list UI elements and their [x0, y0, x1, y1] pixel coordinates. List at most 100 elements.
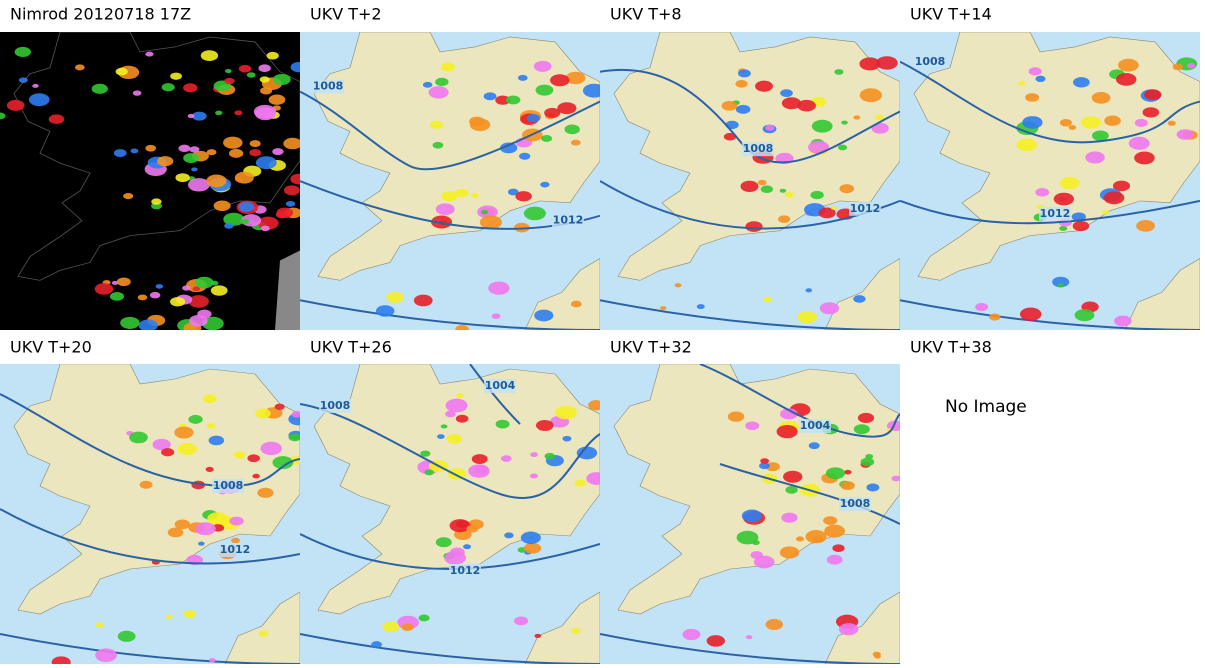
precip-cell: [224, 222, 234, 229]
isobar-label: 1012: [553, 214, 584, 227]
map-panel: UKV T+2 1008 1012: [300, 5, 600, 331]
precip-cell: [844, 469, 852, 475]
precip-cell: [853, 295, 866, 303]
isobar: [300, 403, 600, 499]
precip-cell: [266, 51, 279, 60]
precip-cell: [288, 433, 300, 442]
precip-cell: [781, 512, 798, 523]
precip-cell: [202, 394, 217, 404]
precip-cell: [249, 140, 261, 148]
map-image: 1008 1012: [300, 32, 600, 331]
radar-background: [0, 32, 300, 330]
precip-cell: [745, 635, 753, 640]
precip-cell: [797, 99, 816, 112]
precip-cell: [975, 302, 989, 311]
precip-cell: [491, 313, 501, 319]
precip-cell: [137, 294, 148, 301]
precip-cell: [706, 635, 725, 647]
precip-cell: [198, 541, 205, 546]
precip-cell: [206, 423, 216, 429]
precip-cell: [238, 64, 252, 73]
precip-cell: [115, 67, 128, 76]
panel-title: UKV T+2: [310, 5, 382, 24]
precip-cell: [1022, 116, 1043, 129]
precip-cell: [523, 542, 542, 554]
isobar-label-bg: [312, 79, 344, 94]
land: [13, 364, 300, 615]
precip-cell: [696, 304, 705, 310]
precip-cell: [446, 433, 463, 444]
isobar-label-bg: [914, 54, 946, 69]
precip-cell: [431, 215, 453, 229]
no-image-message: No Image: [945, 397, 1027, 417]
precip-cell: [723, 132, 737, 141]
precip-cell: [570, 139, 581, 146]
precip-cell: [151, 198, 162, 205]
isobar-label-bg: [319, 399, 351, 413]
precip-cell: [588, 400, 600, 411]
precip-cell: [371, 641, 382, 648]
precip-cell: [866, 483, 880, 492]
precip-cell: [1112, 180, 1131, 192]
precip-cell: [273, 73, 291, 85]
precip-cell: [145, 144, 157, 152]
isobar-label: 1012: [1040, 207, 1071, 220]
precip-cell: [139, 480, 153, 489]
map-panel: UKV T+14 1008 1012: [900, 5, 1200, 331]
precip-cell: [466, 525, 479, 533]
precip-cell: [853, 115, 861, 120]
precip-cell: [155, 284, 164, 289]
precip-cell: [28, 93, 50, 107]
precip-cell: [780, 89, 793, 98]
isobar: [300, 633, 600, 664]
precip-cell: [189, 146, 200, 153]
precip-cell: [1085, 151, 1105, 164]
precip-cell: [811, 119, 833, 133]
isobar-label-bg: [552, 213, 584, 228]
map-panel: UKV T+32 1004 1008: [600, 338, 900, 664]
precip-cell: [495, 419, 510, 429]
precip-cell: [187, 113, 195, 119]
precip-cell: [255, 408, 271, 419]
isobar-label: 1008: [313, 80, 344, 93]
precip-cell: [291, 410, 300, 418]
precip-cell: [495, 95, 511, 105]
isobar-label: 1012: [850, 202, 881, 215]
precip-cell: [1134, 151, 1155, 165]
precip-cell: [177, 442, 198, 455]
precip-cell: [189, 314, 208, 327]
precip-cell: [570, 300, 582, 308]
precip-cell: [1167, 120, 1176, 126]
precip-cell: [810, 190, 824, 200]
precip-cell: [859, 57, 881, 71]
precip-cell: [194, 522, 216, 536]
precip-cell: [826, 554, 843, 565]
precip-cell: [555, 405, 577, 420]
precip-cell: [797, 311, 818, 324]
isobar: [900, 199, 1200, 225]
precip-cell: [75, 64, 85, 71]
land: [1124, 258, 1200, 331]
land: [313, 364, 600, 615]
precip-cell: [375, 305, 395, 317]
precip-cell: [757, 179, 767, 186]
precip-cell: [727, 411, 745, 422]
precip-cell: [437, 434, 445, 439]
isobar-label-bg: [484, 379, 516, 393]
precip-cell: [564, 124, 580, 135]
panel-title: Nimrod 20120718 17Z: [10, 5, 191, 24]
precip-cell: [857, 412, 875, 423]
precip-cell: [200, 50, 219, 61]
precip-cell: [989, 313, 1001, 321]
precip-cell: [1074, 308, 1095, 322]
precip-cell: [571, 627, 581, 634]
precip-cell: [530, 452, 538, 458]
precip-cell: [249, 149, 262, 157]
precip-cell: [194, 276, 214, 289]
precip-cell: [805, 529, 827, 544]
precip-cell: [208, 435, 225, 446]
precip-cell: [760, 185, 773, 194]
precip-cell: [183, 153, 200, 163]
precip-cell: [1118, 58, 1139, 72]
